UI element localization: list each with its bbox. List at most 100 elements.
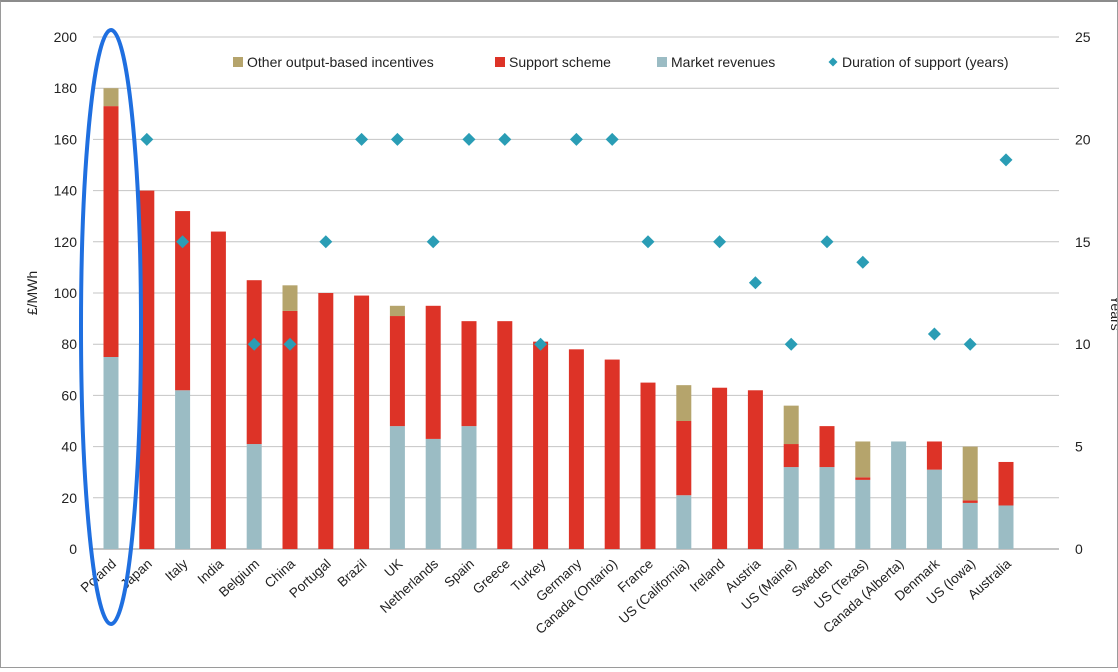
- poland-highlight-ellipse: [79, 28, 143, 626]
- duration-point: [748, 276, 762, 290]
- bar-segment-support-scheme: [926, 441, 942, 470]
- legend: Other output-based incentives Support sch…: [233, 54, 1009, 70]
- bar-segment-market-revenues: [891, 441, 907, 549]
- bar-segment-market-revenues: [998, 505, 1014, 549]
- duration-point: [498, 132, 512, 146]
- bar-segment-support-scheme: [246, 280, 262, 445]
- left-axis-ticks: 0 20 40 60 80 100 120 140 160 180 200: [54, 29, 78, 557]
- bar-segment-support-scheme: [676, 421, 692, 496]
- duration-point: [927, 327, 941, 341]
- bar-segment-market-revenues: [926, 469, 942, 549]
- duration-points: [140, 132, 1013, 351]
- duration-point: [534, 337, 548, 351]
- legend-swatch: [657, 57, 667, 67]
- legend-label: Duration of support (years): [842, 54, 1009, 70]
- bar-segment-other-output-based-incentives: [282, 285, 298, 311]
- y2-axis-title: Years: [1108, 295, 1117, 330]
- bar-segment-support-scheme: [103, 106, 119, 358]
- legend-label: Other output-based incentives: [247, 54, 434, 70]
- duration-point: [963, 337, 977, 351]
- category-label: UK: [381, 556, 405, 580]
- y-tick-label: 200: [54, 29, 78, 45]
- legend-swatch: [495, 57, 505, 67]
- y2-tick-label: 15: [1075, 234, 1091, 250]
- bar-segment-support-scheme: [747, 390, 763, 549]
- bar-segment-support-scheme: [389, 316, 405, 427]
- y-axis-title: £/MWh: [24, 271, 40, 315]
- bar-segment-market-revenues: [246, 444, 262, 549]
- bar-segment-support-scheme: [282, 310, 298, 549]
- bar-segment-support-scheme: [568, 349, 584, 549]
- category-label: Ireland: [687, 556, 728, 595]
- y-tick-label: 160: [54, 131, 78, 147]
- bar-segment-support-scheme: [425, 305, 441, 439]
- bar-segment-market-revenues: [175, 390, 191, 549]
- bar-segment-support-scheme: [354, 295, 370, 549]
- bar-segment-other-output-based-incentives: [783, 405, 799, 445]
- bar-segment-support-scheme: [461, 321, 477, 427]
- category-label: Japan: [117, 556, 154, 592]
- bar-segment-market-revenues: [103, 357, 119, 549]
- bar-segment-other-output-based-incentives: [676, 385, 692, 421]
- duration-point: [283, 337, 297, 351]
- legend-swatch: [233, 57, 243, 67]
- bar-segment-market-revenues: [389, 426, 405, 549]
- category-label: Italy: [162, 556, 191, 584]
- y-tick-label: 120: [54, 234, 78, 250]
- bars: [103, 88, 1014, 549]
- y-tick-label: 80: [61, 336, 77, 352]
- y-tick-label: 0: [69, 541, 77, 557]
- duration-point: [462, 132, 476, 146]
- bar-segment-support-scheme: [640, 382, 656, 549]
- duration-point: [390, 132, 404, 146]
- bar-segment-support-scheme: [855, 477, 871, 480]
- bar-segment-other-output-based-incentives: [389, 305, 405, 317]
- bar-segment-support-scheme: [783, 444, 799, 468]
- y2-tick-label: 20: [1075, 131, 1091, 147]
- legend-marker-diamond: [828, 57, 838, 67]
- bar-segment-support-scheme: [998, 461, 1014, 506]
- duration-point: [820, 235, 834, 249]
- duration-point: [999, 153, 1013, 167]
- duration-point: [355, 132, 369, 146]
- category-label: Greece: [470, 556, 513, 597]
- bar-segment-support-scheme: [175, 211, 191, 391]
- bar-segment-support-scheme: [497, 321, 513, 549]
- category-label: Brazil: [334, 556, 369, 590]
- bar-segment-market-revenues: [819, 467, 835, 549]
- category-label: Belgium: [216, 556, 262, 600]
- duration-point: [641, 235, 655, 249]
- bar-segment-other-output-based-incentives: [855, 441, 871, 478]
- duration-point: [319, 235, 333, 249]
- bar-segment-market-revenues: [783, 467, 799, 549]
- duration-point: [605, 132, 619, 146]
- bar-segment-support-scheme: [819, 426, 835, 468]
- duration-point: [176, 235, 190, 249]
- duration-point: [247, 337, 261, 351]
- duration-point: [140, 132, 154, 146]
- duration-point: [784, 337, 798, 351]
- bar-segment-other-output-based-incentives: [962, 446, 978, 501]
- right-axis-ticks: 0 5 10 15 20 25: [1075, 29, 1091, 557]
- legend-label: Support scheme: [509, 54, 611, 70]
- bar-segment-support-scheme: [533, 341, 549, 549]
- highlight-annotation: [79, 28, 143, 626]
- duration-point: [569, 132, 583, 146]
- y2-tick-label: 5: [1075, 439, 1083, 455]
- duration-point: [856, 255, 870, 269]
- y2-tick-label: 0: [1075, 541, 1083, 557]
- y-tick-label: 100: [54, 285, 78, 301]
- bar-segment-support-scheme: [604, 359, 620, 549]
- duration-point: [713, 235, 727, 249]
- bar-segment-market-revenues: [461, 426, 477, 549]
- y-tick-label: 180: [54, 80, 78, 96]
- bar-segment-market-revenues: [855, 479, 871, 549]
- y-tick-label: 140: [54, 183, 78, 199]
- bar-segment-market-revenues: [425, 438, 441, 549]
- y2-tick-label: 10: [1075, 336, 1091, 352]
- bar-segment-market-revenues: [676, 495, 692, 549]
- y-tick-label: 20: [61, 490, 77, 506]
- y-tick-label: 40: [61, 439, 77, 455]
